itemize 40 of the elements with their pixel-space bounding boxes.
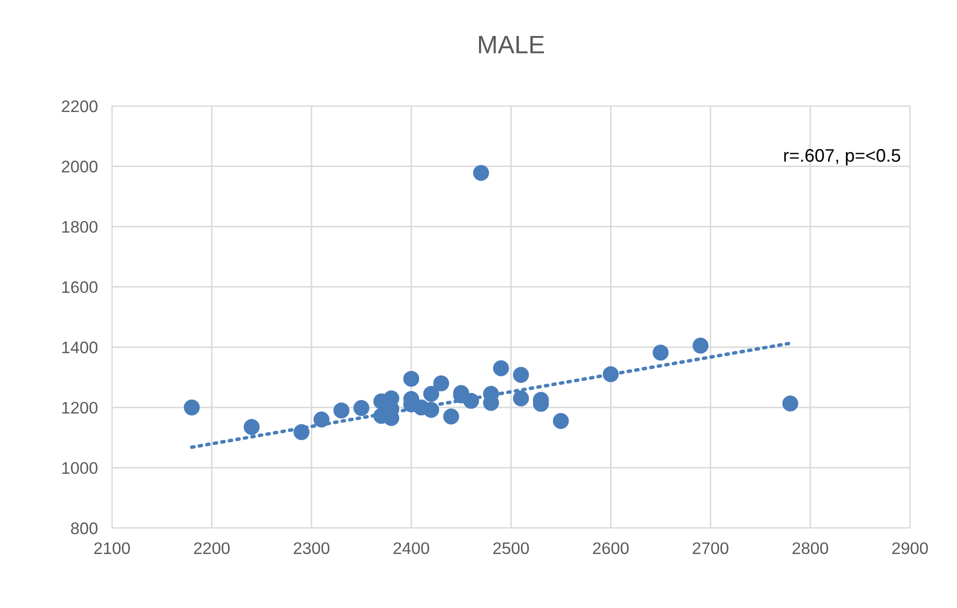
point (782, 396, 798, 412)
point (184, 399, 200, 416)
x-tick-label: 2100 (94, 542, 130, 554)
annotation: r=.607, p=<0.5 (784, 149, 900, 166)
point (333, 402, 350, 418)
point (552, 413, 569, 429)
point (353, 400, 370, 416)
point (463, 392, 480, 409)
point (512, 390, 529, 406)
y-tick-label: 800 (71, 522, 98, 534)
point (423, 386, 440, 402)
point (294, 424, 310, 440)
point (313, 412, 330, 428)
point (512, 366, 529, 383)
point (433, 375, 450, 392)
y-tick-label: 1200 (62, 402, 98, 414)
y-tick-label: 1800 (62, 220, 98, 233)
point (473, 164, 490, 181)
point (692, 338, 709, 354)
x-tick-label: 2900 (892, 542, 928, 554)
y-tick-label: 2200 (62, 100, 98, 112)
point (602, 366, 619, 382)
x-tick-label: 2400 (394, 542, 430, 554)
x-tick-label: 2700 (692, 542, 728, 554)
y-tick-label: 2000 (62, 160, 98, 172)
point (423, 402, 440, 418)
y-tick-label: 1600 (62, 281, 98, 294)
point (443, 408, 460, 424)
x-tick-label: 2500 (493, 542, 529, 554)
y-tick-label: 1000 (62, 462, 98, 474)
x-tick-label: 2300 (294, 542, 330, 554)
x-tick-label: 2200 (194, 542, 230, 554)
x-tick-label: 2800 (792, 542, 828, 554)
point (652, 344, 669, 361)
point (403, 370, 420, 387)
x-tick-label: 2600 (593, 542, 629, 554)
y-tick-label: 1400 (62, 342, 98, 354)
point (244, 419, 260, 435)
chart-title: MALE (479, 36, 544, 54)
point (493, 360, 510, 376)
